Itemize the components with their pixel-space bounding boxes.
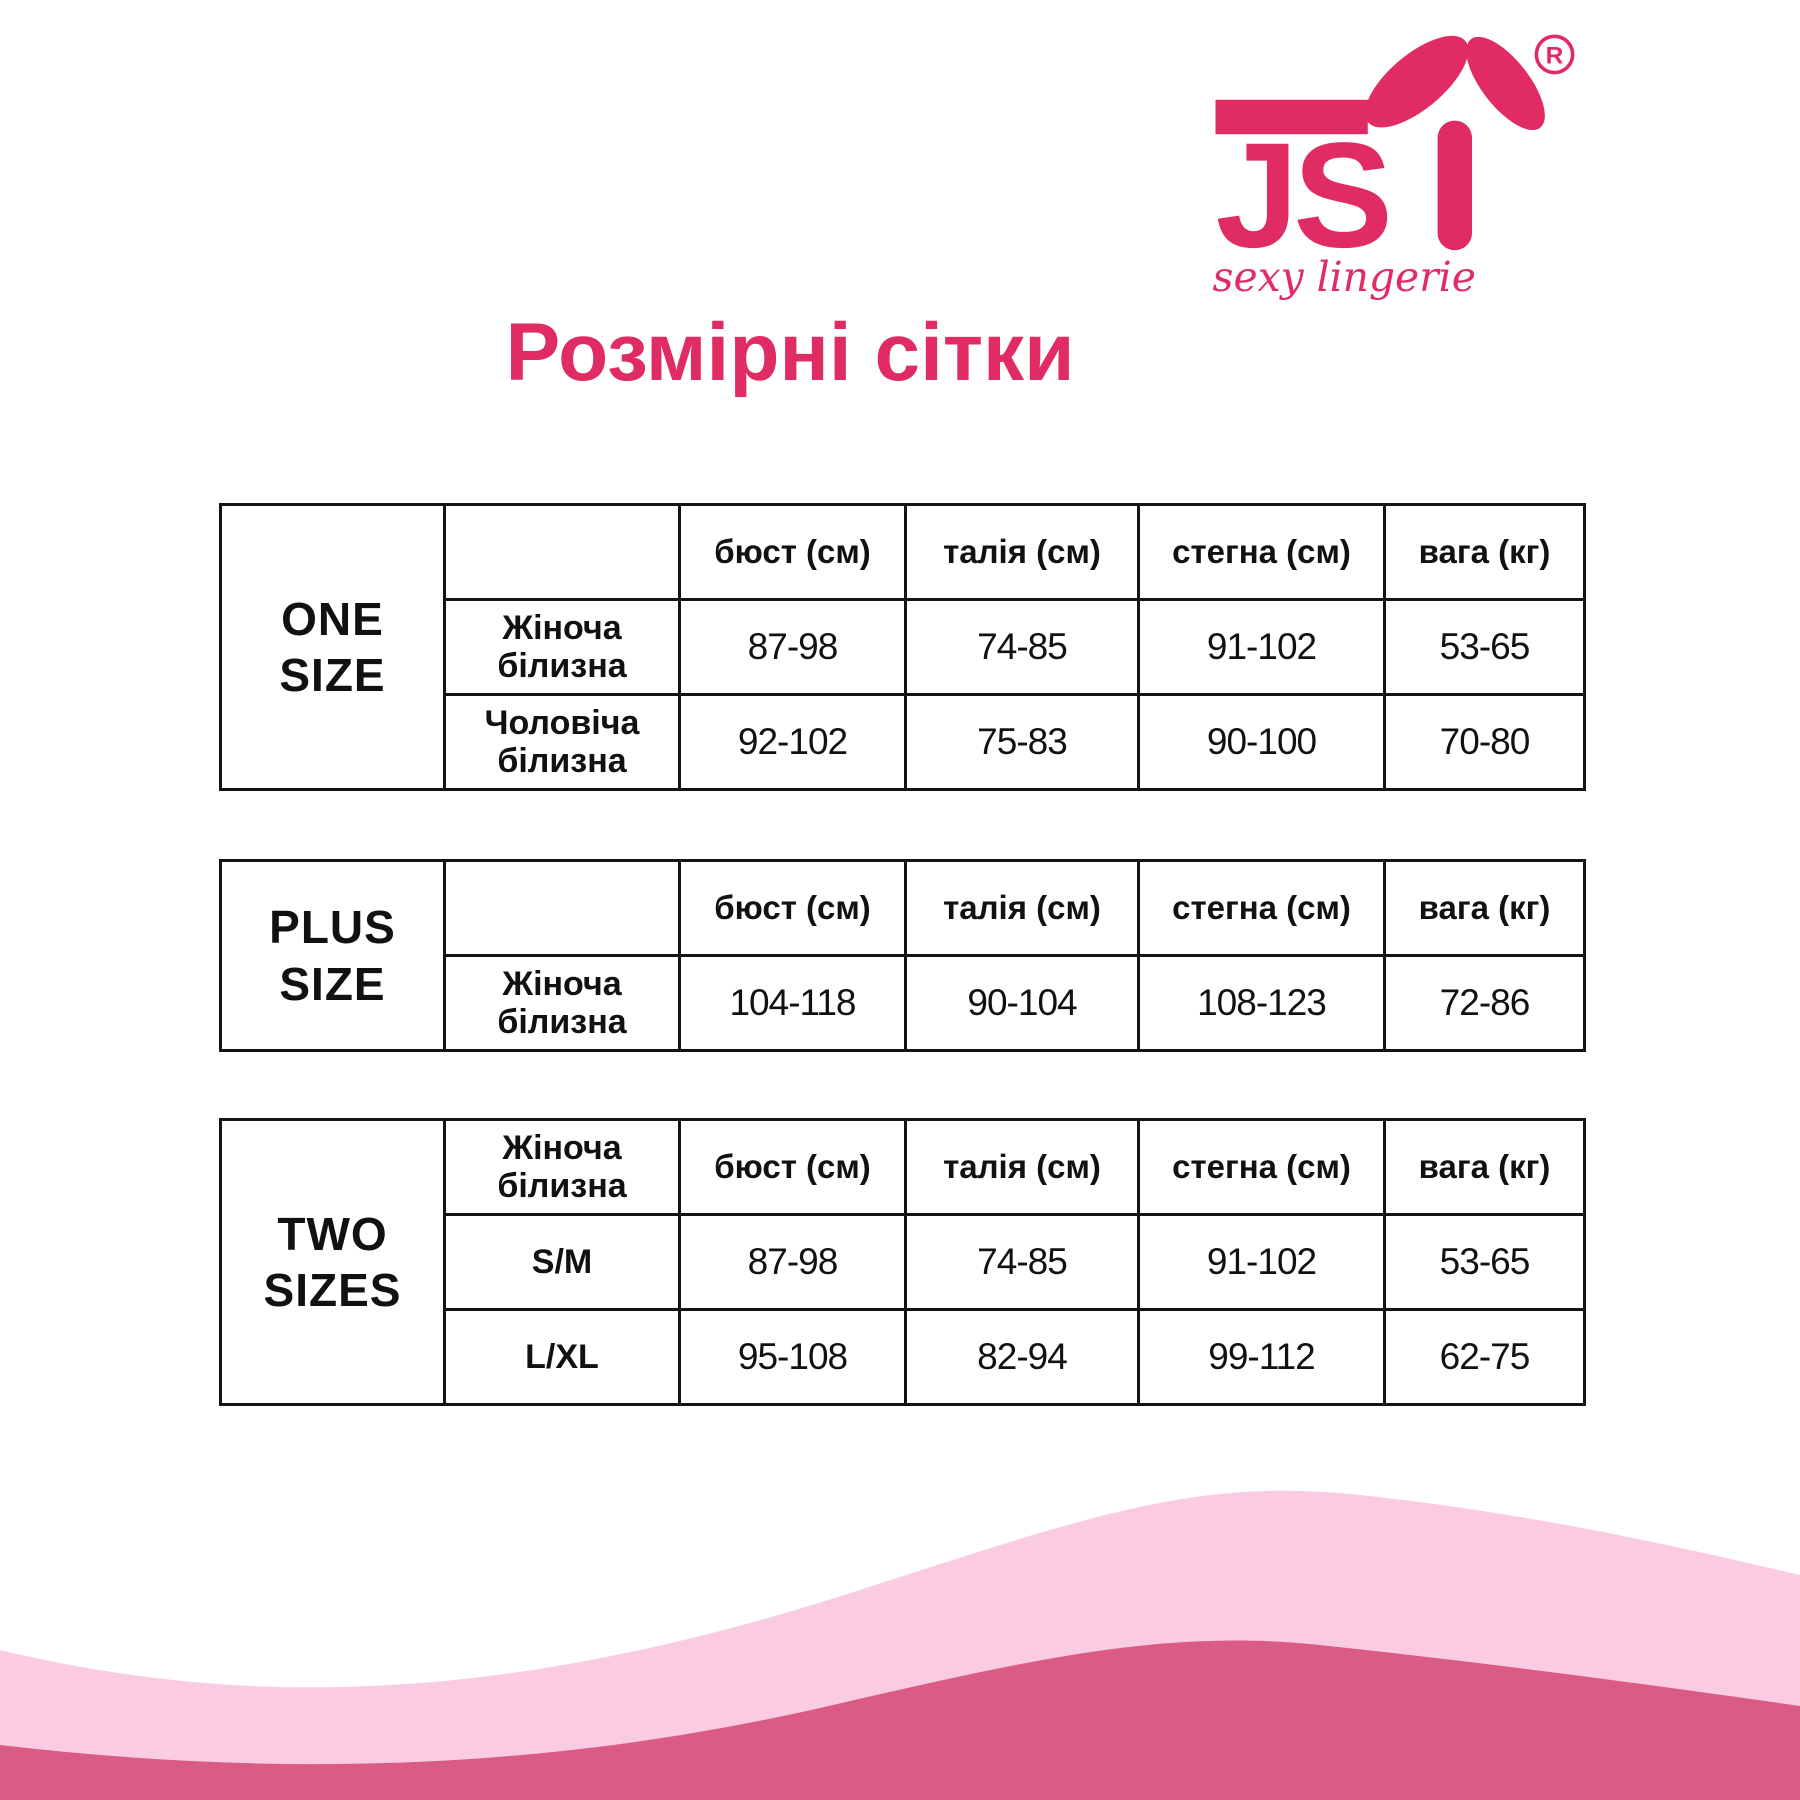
column-header-waist: талія (см): [904, 1118, 1140, 1216]
logo-brand-letters: JS: [1215, 112, 1387, 279]
two-sizes-table: TWO SIZES Жіноча білизна бюст (см) талія…: [219, 1118, 1586, 1406]
header-empty-cell: [443, 859, 681, 957]
column-header-bust: бюст (см): [678, 503, 907, 601]
column-header-weight: вага (кг): [1383, 1118, 1586, 1216]
value-cell: 74-85: [904, 598, 1140, 696]
page-title: Розмірні сітки: [505, 307, 1075, 398]
table-row: S/M 87-98 74-85 91-102 53-65: [221, 1213, 1586, 1311]
logo-j-bar: [1215, 99, 1368, 135]
table-row: L/XL 95-108 82-94 99-112 62-75: [221, 1308, 1586, 1406]
value-cell: 72-86: [1383, 954, 1586, 1052]
value-cell: 53-65: [1383, 1213, 1586, 1311]
value-cell: 104-118: [678, 954, 907, 1052]
row-label: S/M: [443, 1213, 681, 1311]
column-header-waist: талія (см): [904, 503, 1140, 601]
value-cell: 75-83: [904, 693, 1140, 791]
column-header-hips: стегна (см): [1137, 1118, 1386, 1216]
plus-size-table: PLUS SIZE бюст (см) талія (см) стегна (с…: [219, 859, 1586, 1052]
header-empty-cell: [443, 503, 681, 601]
column-header-bust: бюст (см): [678, 859, 907, 957]
wave-dark: [0, 1640, 1800, 1800]
one-size-table: ONE SIZE бюст (см) талія (см) стегна (см…: [219, 503, 1586, 791]
row-label: Жіноча білизна: [443, 954, 681, 1052]
value-cell: 108-123: [1137, 954, 1386, 1052]
value-cell: 62-75: [1383, 1308, 1586, 1406]
size-label-line: SIZE: [279, 957, 386, 1010]
size-label-plus-size: PLUS SIZE: [219, 859, 446, 1052]
value-cell: 87-98: [678, 598, 907, 696]
column-header-waist: талія (см): [904, 859, 1140, 957]
column-header-hips: стегна (см): [1137, 503, 1386, 601]
size-label-line: SIZES: [263, 1264, 402, 1316]
value-cell: 82-94: [904, 1308, 1140, 1406]
registered-letter: R: [1546, 43, 1564, 70]
logo-tagline: sexy lingerie: [1213, 253, 1476, 301]
size-label-line: ONE: [281, 592, 384, 645]
value-cell: 53-65: [1383, 598, 1586, 696]
value-cell: 70-80: [1383, 693, 1586, 791]
value-cell: 87-98: [678, 1213, 907, 1311]
value-cell: 90-104: [904, 954, 1140, 1052]
column-header-hips: стегна (см): [1137, 859, 1386, 957]
registered-icon: [1534, 34, 1575, 75]
value-cell: 99-112: [1137, 1308, 1386, 1406]
value-cell: 90-100: [1137, 693, 1386, 791]
size-label-one-size: ONE SIZE: [219, 503, 446, 791]
size-label-two-sizes: TWO SIZES: [219, 1118, 446, 1406]
size-label-line: TWO: [277, 1207, 388, 1260]
column-header-bust: бюст (см): [678, 1118, 907, 1216]
table-row: Чоловіча білизна 92-102 75-83 90-100 70-…: [221, 693, 1586, 791]
value-cell: 91-102: [1137, 598, 1386, 696]
brand-logo: JS R sexy lingerie: [1213, 34, 1575, 301]
value-cell: 92-102: [678, 693, 907, 791]
row-label: Жіноча білизна: [443, 598, 681, 696]
leaf-left-icon: [1365, 35, 1469, 128]
value-cell: 91-102: [1137, 1213, 1386, 1311]
column-header-weight: вага (кг): [1383, 859, 1586, 957]
wave-decoration: [0, 1490, 1800, 1800]
size-label-line: SIZE: [279, 649, 386, 701]
table-row: Жіноча білизна 87-98 74-85 91-102 53-65: [221, 598, 1586, 696]
table-row: Жіноча білизна 104-118 90-104 108-123 72…: [221, 954, 1586, 1052]
size-label-line: PLUS: [269, 901, 396, 954]
row-label: Чоловіча білизна: [443, 693, 681, 791]
header-label-cell: Жіноча білизна: [443, 1118, 681, 1216]
leaf-right-icon: [1466, 36, 1545, 131]
value-cell: 74-85: [904, 1213, 1140, 1311]
column-header-weight: вага (кг): [1383, 503, 1586, 601]
row-label: L/XL: [443, 1308, 681, 1406]
value-cell: 95-108: [678, 1308, 907, 1406]
